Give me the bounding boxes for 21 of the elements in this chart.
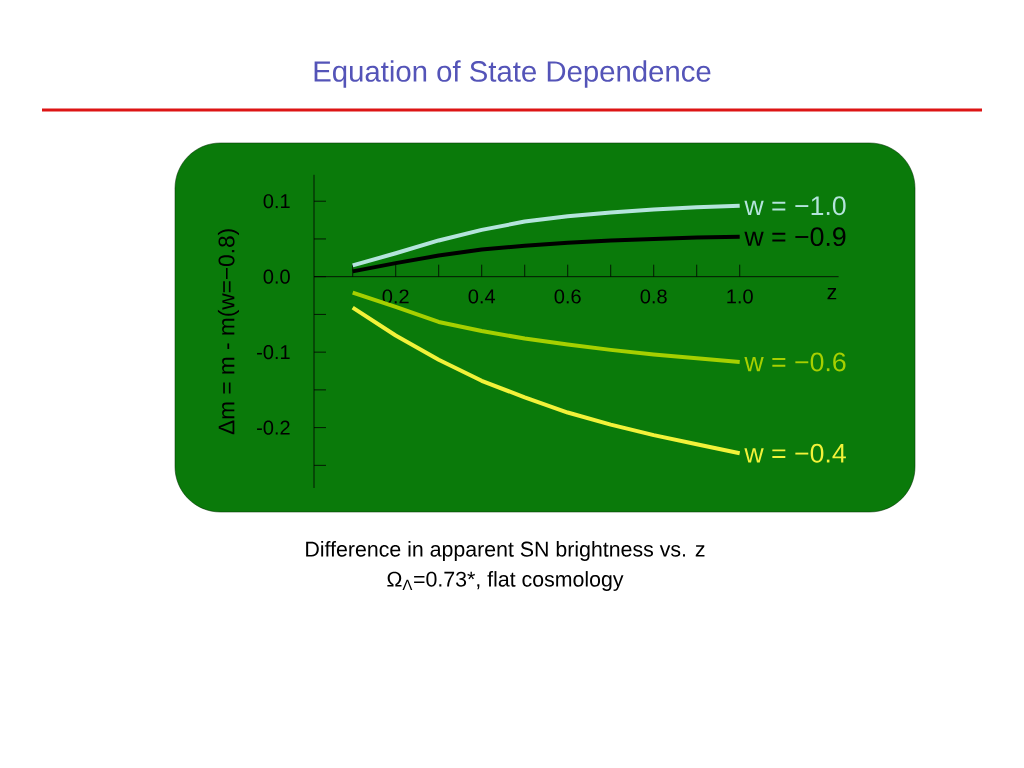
x-tick-label: 0.4 [468, 289, 496, 304]
text: Difference in apparent SN brightness vs. z [306, 541, 705, 561]
x-tick-label: 1.0 [727, 289, 753, 304]
y-tick-label: -0.2 [257, 420, 290, 435]
line-series [350, 203, 742, 268]
y-axis-title: Δm = m - m(w=−0.8) [217, 229, 239, 435]
line-series [350, 305, 742, 456]
x-axis-title: z [827, 288, 837, 300]
text: Ω$_{Λ}$=0.73*, flat cosmology [387, 571, 624, 591]
y-tick-label: 0.1 [263, 194, 290, 209]
y-tick-label: -0.1 [257, 345, 290, 360]
series-label: w = −0.9 [744, 227, 846, 247]
chart-title: Equation of State Dependence [314, 60, 711, 88]
x-tick-label: 0.8 [640, 289, 667, 304]
series-label: w = −1.0 [744, 196, 846, 216]
series-label: w = −0.6 [744, 352, 846, 372]
x-tick-label: 0.6 [554, 289, 581, 304]
line-series [350, 234, 742, 274]
y-tick-label: 0.0 [263, 269, 290, 284]
x-tick-label: 0.2 [382, 289, 409, 304]
series-label: w = −0.4 [744, 443, 846, 463]
